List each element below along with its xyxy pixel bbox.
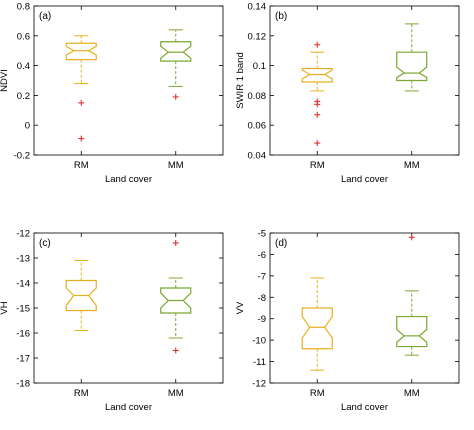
y-tick-label: -14 xyxy=(16,279,30,290)
panel-a: -0.2 0 0.2 0.4 0.6 0.8 RM MM Land cover NDVI (a) xyxy=(0,2,224,185)
notched-box xyxy=(396,51,428,82)
panel-d: -12 -11 -10 -9 -8 -7 -6 -5 RM MM Land cover VV (d) xyxy=(235,229,460,413)
y-tick-label: -16 xyxy=(16,329,30,340)
y-tick-label: -18 xyxy=(16,379,30,390)
x-tick-label: RM xyxy=(310,388,325,399)
panel-c: -18 -17 -16 -15 -14 -13 -12 RM MM Land cover VH (c) xyxy=(0,229,224,413)
y-axis-label: VV xyxy=(235,301,246,314)
y-tick-label: -6 xyxy=(258,250,266,261)
y-tick-label: -12 xyxy=(16,229,30,240)
notched-box xyxy=(301,67,333,83)
outlier-marker xyxy=(172,93,179,100)
y-tick-label: -10 xyxy=(252,336,266,347)
panel-label: (c) xyxy=(39,238,51,249)
y-tick-label: -12 xyxy=(252,379,266,390)
y-tick-label: 0.8 xyxy=(17,2,30,13)
x-tick-label: MM xyxy=(168,388,184,399)
axes-frame xyxy=(33,5,224,156)
outlier-marker xyxy=(314,41,321,48)
y-tick-label: -17 xyxy=(16,354,30,365)
y-tick-label: 0.12 xyxy=(248,31,267,42)
panel-b: 0.04 0.06 0.08 0.1 0.12 0.14 RM MM Land cover SWI… xyxy=(235,2,460,185)
axes-frame xyxy=(269,5,460,156)
x-tick-label: RM xyxy=(310,160,325,171)
outlier-marker xyxy=(314,140,321,147)
x-tick-label: RM xyxy=(74,160,89,171)
y-axis-label: SWIR 1 band xyxy=(235,52,246,109)
outlier-marker xyxy=(314,111,321,118)
box-rm xyxy=(65,260,97,331)
box-mm xyxy=(160,240,192,354)
notched-box xyxy=(160,41,192,62)
panel-label: (b) xyxy=(275,11,287,22)
y-axis-label: NDVI xyxy=(0,69,10,92)
x-axis-label: Land cover xyxy=(341,174,388,185)
y-tick-label: 0.6 xyxy=(17,31,30,42)
outlier-marker xyxy=(78,99,85,106)
outlier-marker xyxy=(314,101,321,108)
box-rm xyxy=(301,277,333,371)
panel-label: (a) xyxy=(39,11,51,22)
notched-box xyxy=(396,315,428,348)
y-tick-label: -8 xyxy=(258,293,266,304)
outlier-marker xyxy=(172,240,179,246)
outlier-marker xyxy=(408,234,415,241)
box-rm xyxy=(65,35,97,142)
y-tick-label: 0.04 xyxy=(248,151,267,162)
y-tick-label: 0.06 xyxy=(248,121,267,132)
y-tick-label: 0.2 xyxy=(17,91,30,102)
y-tick-label: -5 xyxy=(258,229,266,240)
box-rm xyxy=(301,41,333,147)
box-mm xyxy=(396,23,428,92)
notched-box xyxy=(301,307,333,350)
y-tick-label: 0.08 xyxy=(248,91,267,102)
y-tick-label: -15 xyxy=(16,304,30,315)
y-tick-label: 0 xyxy=(25,121,30,132)
box-mm xyxy=(396,234,428,356)
y-tick-label: 0.1 xyxy=(253,61,266,72)
y-tick-label: -7 xyxy=(258,271,266,282)
panel-label: (d) xyxy=(275,238,287,249)
axes-frame xyxy=(33,232,224,384)
x-tick-label: MM xyxy=(404,388,420,399)
y-tick-label: 0.4 xyxy=(17,61,30,72)
y-tick-label: -11 xyxy=(253,357,266,368)
notched-box xyxy=(160,287,192,314)
x-axis-label: Land cover xyxy=(105,402,152,413)
axes-frame xyxy=(269,232,460,384)
y-tick-label: -9 xyxy=(258,314,266,325)
outlier-marker xyxy=(78,135,85,142)
notched-box xyxy=(65,42,97,61)
x-tick-label: MM xyxy=(404,160,420,171)
notched-box xyxy=(65,279,97,312)
x-tick-label: RM xyxy=(74,388,89,399)
x-axis-label: Land cover xyxy=(341,402,388,413)
y-tick-label: -0.2 xyxy=(14,151,30,162)
y-axis-label: VH xyxy=(0,301,10,314)
outlier-marker xyxy=(172,347,179,354)
box-mm xyxy=(160,29,192,100)
x-axis-label: Land cover xyxy=(105,174,152,185)
x-tick-label: MM xyxy=(168,160,184,171)
y-tick-label: 0.14 xyxy=(248,2,267,13)
y-tick-label: -13 xyxy=(16,254,30,265)
